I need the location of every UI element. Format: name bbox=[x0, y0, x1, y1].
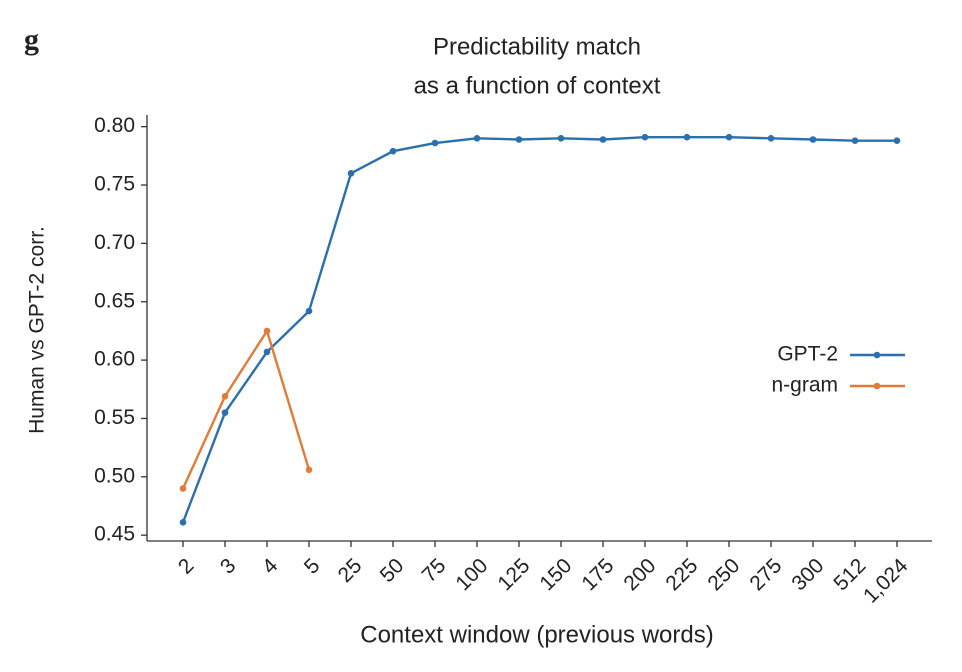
y-tick-label: 0.80 bbox=[94, 114, 135, 137]
data-point bbox=[557, 135, 565, 142]
data-point bbox=[305, 307, 313, 315]
data-point bbox=[263, 348, 271, 356]
legend-marker bbox=[873, 382, 881, 390]
data-point bbox=[515, 136, 523, 143]
y-tick-label: 0.60 bbox=[94, 348, 135, 371]
data-point bbox=[725, 133, 733, 141]
y-tick-label: 0.75 bbox=[94, 173, 135, 196]
data-point bbox=[389, 147, 397, 155]
x-tick-label: 250 bbox=[703, 554, 744, 595]
y-tick-label: 0.45 bbox=[94, 523, 135, 546]
x-tick-label: 225 bbox=[661, 554, 702, 595]
data-point bbox=[221, 392, 229, 400]
data-point bbox=[473, 135, 481, 142]
x-axis-label: Context window (previous words) bbox=[360, 621, 713, 648]
data-point bbox=[893, 137, 901, 144]
x-tick-label: 175 bbox=[577, 554, 618, 595]
data-point bbox=[767, 135, 775, 142]
data-point bbox=[851, 137, 859, 144]
x-tick-label: 200 bbox=[619, 554, 660, 595]
chart-title: as a function of context bbox=[414, 72, 661, 99]
x-tick-label: 75 bbox=[418, 554, 451, 587]
panel-label: g bbox=[24, 23, 39, 56]
series-line bbox=[181, 135, 897, 523]
data-point bbox=[599, 136, 607, 143]
data-point bbox=[347, 170, 355, 177]
y-tick-label: 0.70 bbox=[94, 231, 135, 254]
y-tick-label: 0.55 bbox=[94, 406, 135, 429]
y-axis-label: Human vs GPT-2 corr. bbox=[26, 226, 49, 434]
data-point bbox=[263, 327, 271, 335]
series-line bbox=[181, 328, 311, 489]
y-tick-label: 0.65 bbox=[94, 289, 135, 312]
chart-title: Predictability match bbox=[433, 33, 641, 60]
data-point bbox=[179, 519, 187, 526]
legend-label: n-gram bbox=[771, 374, 838, 397]
y-tick-label: 0.50 bbox=[94, 464, 135, 487]
x-tick-label: 3 bbox=[216, 554, 241, 579]
x-tick-label: 150 bbox=[535, 554, 576, 595]
x-tick-label: 5 bbox=[300, 554, 325, 579]
data-point bbox=[431, 139, 439, 147]
x-tick-label: 25 bbox=[334, 554, 367, 587]
data-point bbox=[179, 485, 187, 492]
data-point bbox=[221, 409, 229, 416]
data-point bbox=[809, 136, 817, 143]
x-tick-label: 300 bbox=[787, 554, 828, 595]
data-point bbox=[305, 466, 313, 474]
x-tick-label: 275 bbox=[745, 554, 786, 595]
data-point bbox=[683, 133, 691, 141]
x-tick-label: 4 bbox=[258, 554, 283, 579]
legend-marker bbox=[873, 351, 881, 359]
x-tick-label: 1,024 bbox=[859, 554, 913, 608]
data-point bbox=[641, 133, 649, 141]
legend-label: GPT-2 bbox=[777, 343, 838, 366]
x-tick-label: 2 bbox=[174, 554, 199, 579]
x-tick-label: 125 bbox=[493, 554, 534, 595]
x-tick-label: 50 bbox=[376, 554, 409, 587]
x-tick-label: 100 bbox=[451, 554, 492, 595]
